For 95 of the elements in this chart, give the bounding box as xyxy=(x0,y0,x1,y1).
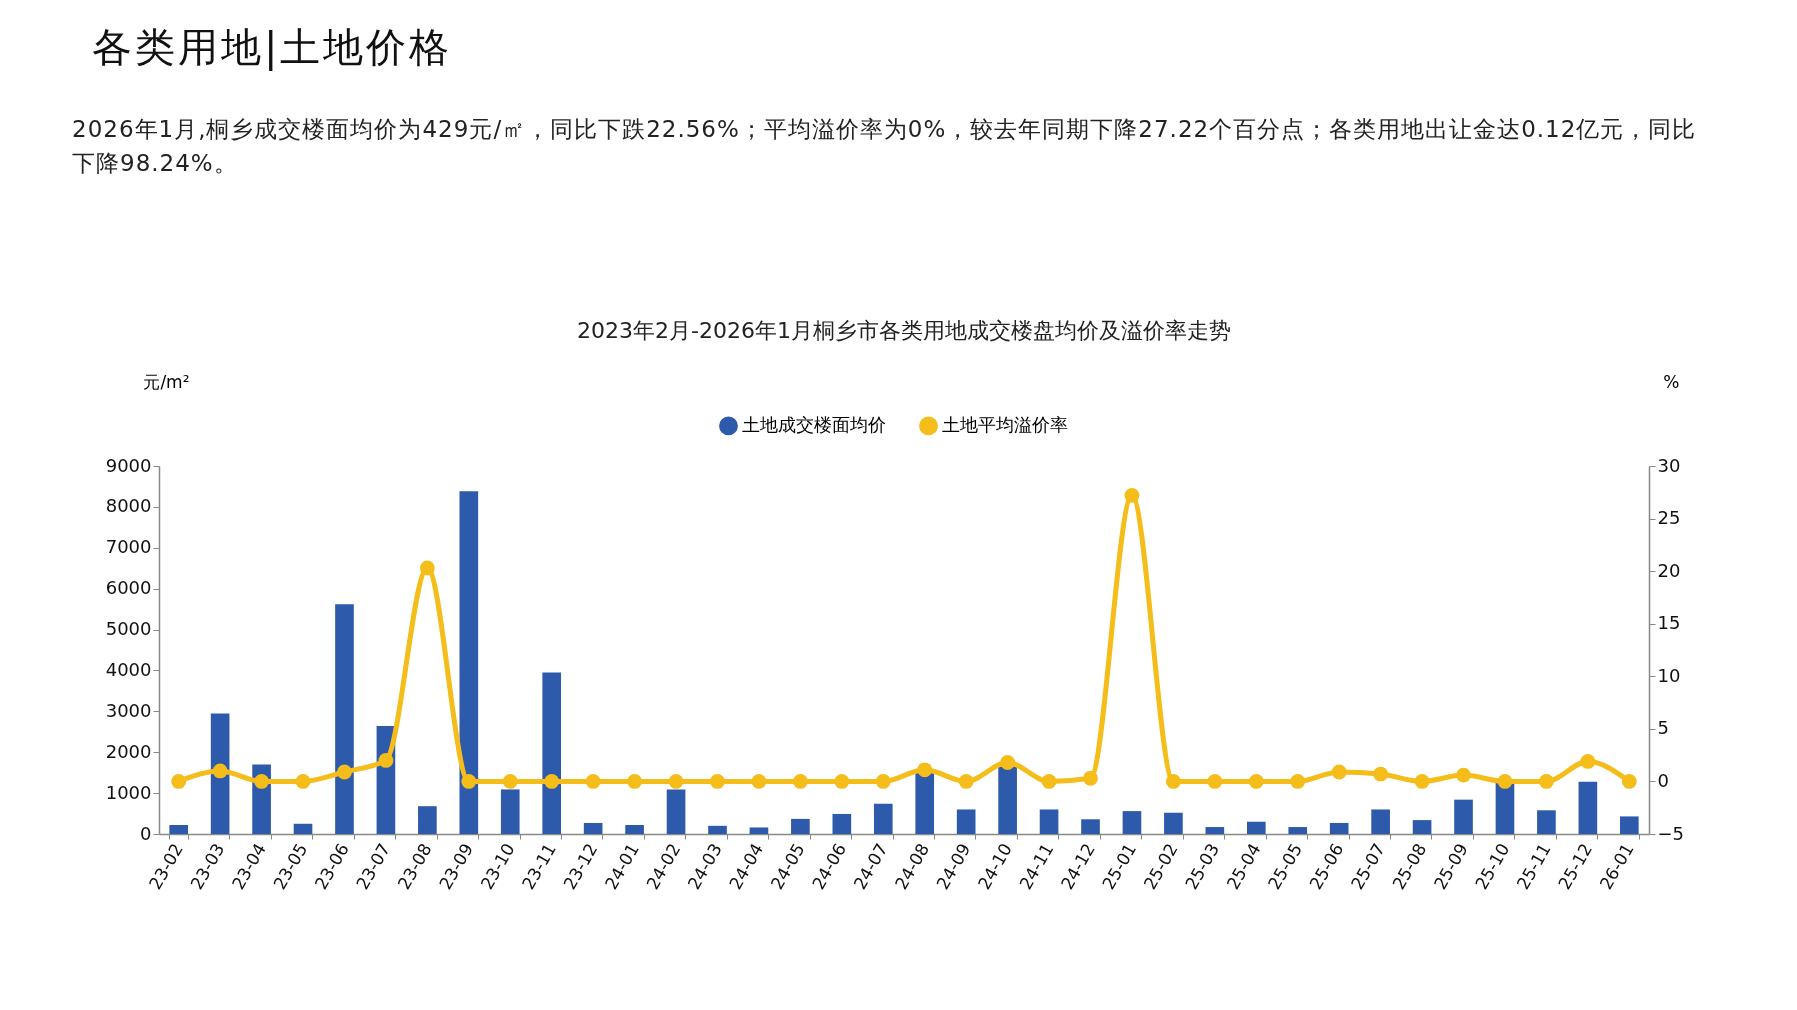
bar xyxy=(1537,810,1556,834)
bar xyxy=(1454,799,1473,834)
point xyxy=(1331,764,1347,780)
y2-tick-label: −5 xyxy=(1657,822,1685,844)
bar xyxy=(293,823,313,834)
point xyxy=(1621,774,1637,789)
point xyxy=(502,774,518,789)
y2-tick-label: 15 xyxy=(1657,612,1681,634)
y-tick-label: 1000 xyxy=(105,781,152,803)
y-tick-label: 7000 xyxy=(105,536,152,558)
bar xyxy=(1081,819,1100,834)
y2-tick-label: 5 xyxy=(1657,717,1669,739)
bar xyxy=(873,803,893,834)
bar xyxy=(1122,811,1142,834)
point xyxy=(378,753,394,768)
point xyxy=(419,560,435,576)
point xyxy=(792,774,808,789)
bar xyxy=(1205,827,1225,834)
point xyxy=(958,774,974,789)
y-tick-label: 2000 xyxy=(105,740,152,762)
legend-label: 土地平均溢价率 xyxy=(942,413,1068,435)
bar xyxy=(210,713,230,834)
y-tick-label: 8000 xyxy=(105,495,152,517)
point xyxy=(171,774,187,789)
point xyxy=(1290,774,1306,789)
chart-title: 2023年2月-2026年1月桐乡市各类用地成交楼盘均价及溢价率走势 xyxy=(577,318,1231,343)
point xyxy=(212,763,228,779)
point xyxy=(1248,774,1264,789)
y2-tick-label: 0 xyxy=(1657,769,1669,791)
bar xyxy=(583,822,603,834)
point xyxy=(1373,766,1389,782)
point xyxy=(1539,774,1554,789)
y2-tick-label: 30 xyxy=(1657,454,1681,476)
bar xyxy=(1619,816,1639,834)
bar xyxy=(708,825,727,834)
bar xyxy=(1164,812,1183,834)
point xyxy=(1497,774,1513,789)
y2-tick-label: 10 xyxy=(1657,664,1681,686)
point xyxy=(1580,754,1596,769)
bar xyxy=(542,672,562,834)
y-tick-label: 9000 xyxy=(105,454,152,476)
bar xyxy=(418,806,437,834)
point xyxy=(627,774,643,789)
point xyxy=(254,774,269,789)
bar xyxy=(625,825,644,834)
y2-tick-label: 20 xyxy=(1657,559,1681,581)
bar xyxy=(459,491,479,834)
point xyxy=(668,774,684,789)
point xyxy=(1041,774,1057,789)
y-tick-label: 3000 xyxy=(105,699,152,721)
text: 各类用地|土地价格 xyxy=(92,23,453,73)
point xyxy=(1207,774,1223,789)
point xyxy=(337,764,352,780)
bar xyxy=(335,604,354,834)
point xyxy=(585,774,601,789)
point xyxy=(544,774,560,789)
bar xyxy=(1246,821,1266,834)
bar xyxy=(832,813,852,834)
bar xyxy=(956,809,976,834)
bar xyxy=(1495,782,1515,834)
bar xyxy=(1039,809,1059,834)
legend-label: 土地成交楼面均价 xyxy=(742,413,886,435)
bar xyxy=(666,789,686,834)
y-tick-label: 0 xyxy=(140,822,152,844)
point xyxy=(1414,774,1430,789)
point xyxy=(1083,770,1098,786)
bar xyxy=(500,789,520,834)
point xyxy=(1124,488,1140,503)
point xyxy=(834,774,850,789)
bar xyxy=(749,827,769,834)
point xyxy=(1000,755,1016,770)
y2-tick-label: 25 xyxy=(1657,507,1681,529)
y-axis-title: 元/m² xyxy=(143,371,190,392)
text: 2026年1月,桐乡成交楼面均价为429元/㎡，同比下跌22.56%；平均溢价率为0%，较去年同期下降27.22个百分点；各类用地出让金达0.12亿元，同比下降98.24%。 xyxy=(72,115,1698,178)
bar xyxy=(1578,781,1598,834)
y-tick-label: 4000 xyxy=(105,658,152,680)
point xyxy=(917,762,933,778)
bar xyxy=(169,825,189,834)
bar xyxy=(1371,809,1390,834)
point xyxy=(1165,774,1181,789)
y-tick-label: 6000 xyxy=(105,577,152,599)
bar xyxy=(1288,827,1308,834)
bar xyxy=(1329,822,1349,834)
y-tick-label: 5000 xyxy=(105,618,152,640)
bar xyxy=(998,766,1017,834)
bar xyxy=(915,770,935,834)
point xyxy=(751,774,767,789)
point xyxy=(461,774,477,789)
point xyxy=(295,774,311,789)
point xyxy=(710,774,725,789)
bar xyxy=(791,818,810,834)
y2-axis-title: % xyxy=(1663,371,1680,392)
bar xyxy=(1412,820,1432,834)
point xyxy=(1456,767,1471,783)
point xyxy=(875,774,891,789)
